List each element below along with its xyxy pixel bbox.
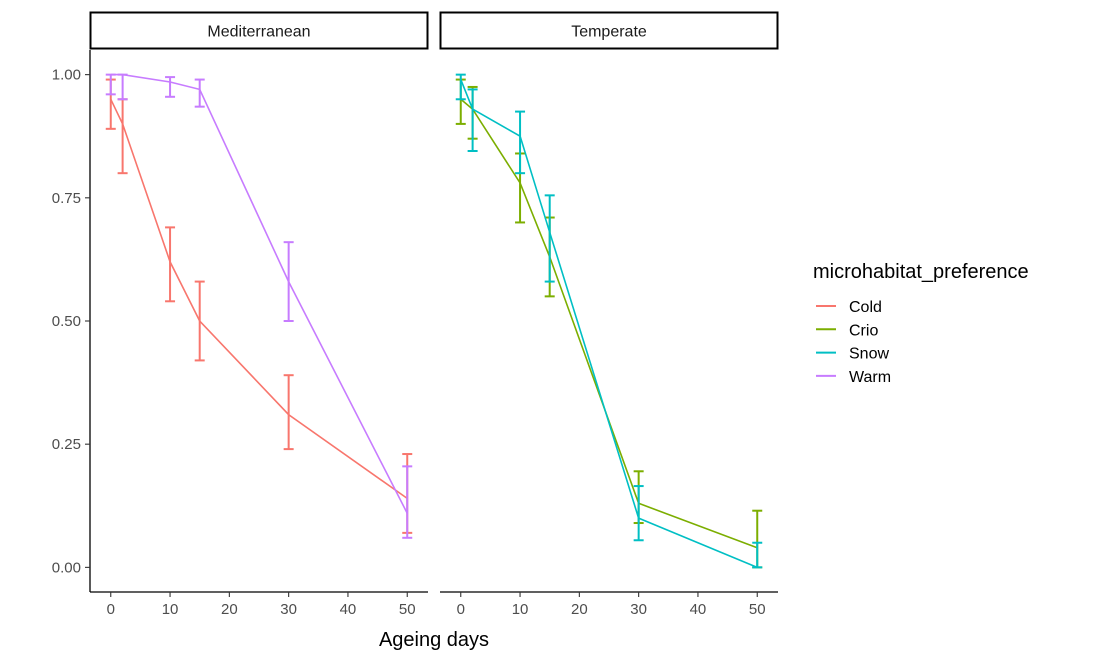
legend-label-snow: Snow (849, 346, 889, 363)
x-tick-label: 0 (457, 601, 465, 618)
error-bar (467, 88, 478, 153)
error-bar (165, 226, 176, 303)
series-line-crio (460, 98, 758, 549)
series-warm (105, 73, 413, 539)
series-cold (105, 78, 413, 534)
series-snow (455, 73, 763, 569)
facet-panel-temperate: Temperate 0 10 20 30 40 50 (439, 11, 779, 618)
x-tick-label: 10 (512, 601, 529, 618)
x-tick-label: 20 (221, 601, 238, 618)
facet-strip (439, 11, 779, 50)
error-bar (194, 78, 205, 108)
error-bar (194, 280, 205, 362)
series-line-cold (110, 98, 408, 500)
error-bar (283, 241, 294, 322)
y-tick-label: 0.25 (52, 436, 81, 453)
legend-label-cold: Cold (849, 299, 882, 316)
y-tick-label: 1.00 (52, 67, 81, 84)
x-tick-label: 50 (749, 601, 766, 618)
series-line-snow (460, 79, 758, 569)
x-tick-label: 0 (107, 601, 115, 618)
facet-strip-label: Mediterranean (207, 24, 310, 41)
facet-panel-mediterranean: Mediterranean 0 10 20 30 40 50 (89, 11, 429, 618)
legend-label-crio: Crio (849, 322, 878, 339)
x-tick-label: 50 (399, 601, 416, 618)
x-axis-title: Ageing days (379, 629, 489, 651)
x-tick-label: 10 (162, 601, 179, 618)
error-bar (117, 73, 128, 101)
y-tick-label: 0.75 (52, 190, 81, 207)
x-tick-label: 20 (571, 601, 588, 618)
error-bar (283, 374, 294, 451)
error-bar (633, 485, 644, 542)
error-bar (402, 465, 413, 539)
legend-label-warm: Warm (849, 369, 891, 386)
series-crio (455, 78, 763, 569)
legend: microhabitat_preference Cold Crio Snow Warm (813, 261, 1029, 386)
x-tick-label: 40 (690, 601, 707, 618)
facet-strip (89, 11, 429, 50)
error-bar (455, 73, 466, 101)
x-tick-label: 40 (340, 601, 357, 618)
legend-title: microhabitat_preference (813, 261, 1029, 283)
y-tick-label: 0.00 (52, 559, 81, 576)
y-tick-label: 0.50 (52, 313, 81, 330)
error-bar (105, 73, 116, 96)
error-bar (165, 76, 176, 98)
series-line-warm (110, 73, 408, 514)
error-bar (515, 110, 526, 175)
facet-strip-label: Temperate (571, 24, 647, 41)
x-tick-label: 30 (630, 601, 647, 618)
error-bar (752, 541, 763, 569)
error-bar (544, 194, 555, 283)
x-tick-label: 30 (280, 601, 297, 618)
